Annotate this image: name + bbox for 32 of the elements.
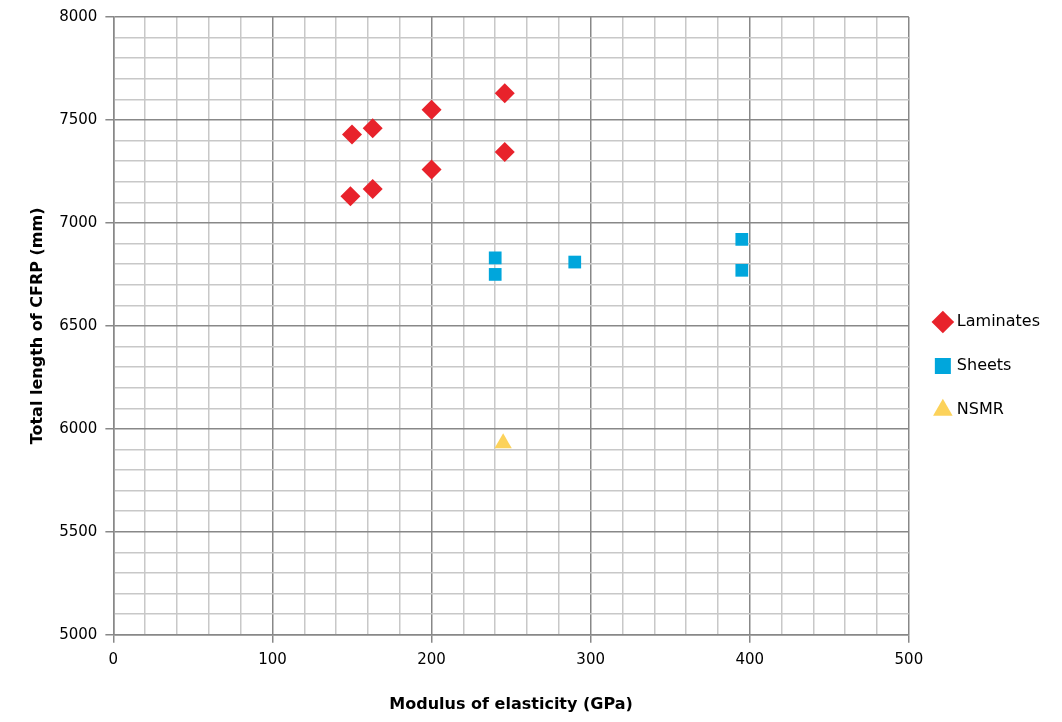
x-tick-label: 100 — [258, 649, 287, 668]
y-tick-label: 6000 — [59, 418, 98, 437]
point — [735, 263, 749, 277]
x-tick-label: 300 — [576, 649, 605, 668]
x-axis-title: Modulus of elasticity (GPa) — [389, 693, 633, 713]
point — [488, 251, 502, 265]
point — [362, 178, 383, 199]
point — [568, 255, 582, 269]
point — [421, 99, 442, 120]
x-tick-label: 400 — [735, 649, 765, 668]
y-tick-label: 7000 — [59, 212, 98, 231]
x-tick-label: 0 — [108, 649, 119, 668]
y-axis-title: Total length of CFRP (mm) — [26, 207, 46, 445]
legend-label: NSMR — [956, 399, 1004, 419]
point — [494, 83, 515, 104]
point — [735, 233, 749, 246]
point — [342, 124, 363, 145]
point — [421, 159, 442, 180]
point — [340, 186, 361, 207]
y-tick-label: 8000 — [59, 6, 98, 25]
point — [488, 268, 502, 281]
point — [362, 118, 383, 139]
x-tick-label: 500 — [894, 649, 924, 668]
legend-label: Laminates — [956, 311, 1041, 331]
x-tick-label: 200 — [417, 649, 446, 668]
y-tick-label: 5000 — [59, 624, 98, 643]
y-tick-label: 7500 — [59, 109, 98, 128]
y-tick-label: 6500 — [59, 315, 98, 334]
legend-label: Sheets — [956, 355, 1012, 375]
point — [494, 433, 512, 449]
point — [494, 141, 515, 162]
y-tick-label: 5500 — [59, 521, 98, 540]
